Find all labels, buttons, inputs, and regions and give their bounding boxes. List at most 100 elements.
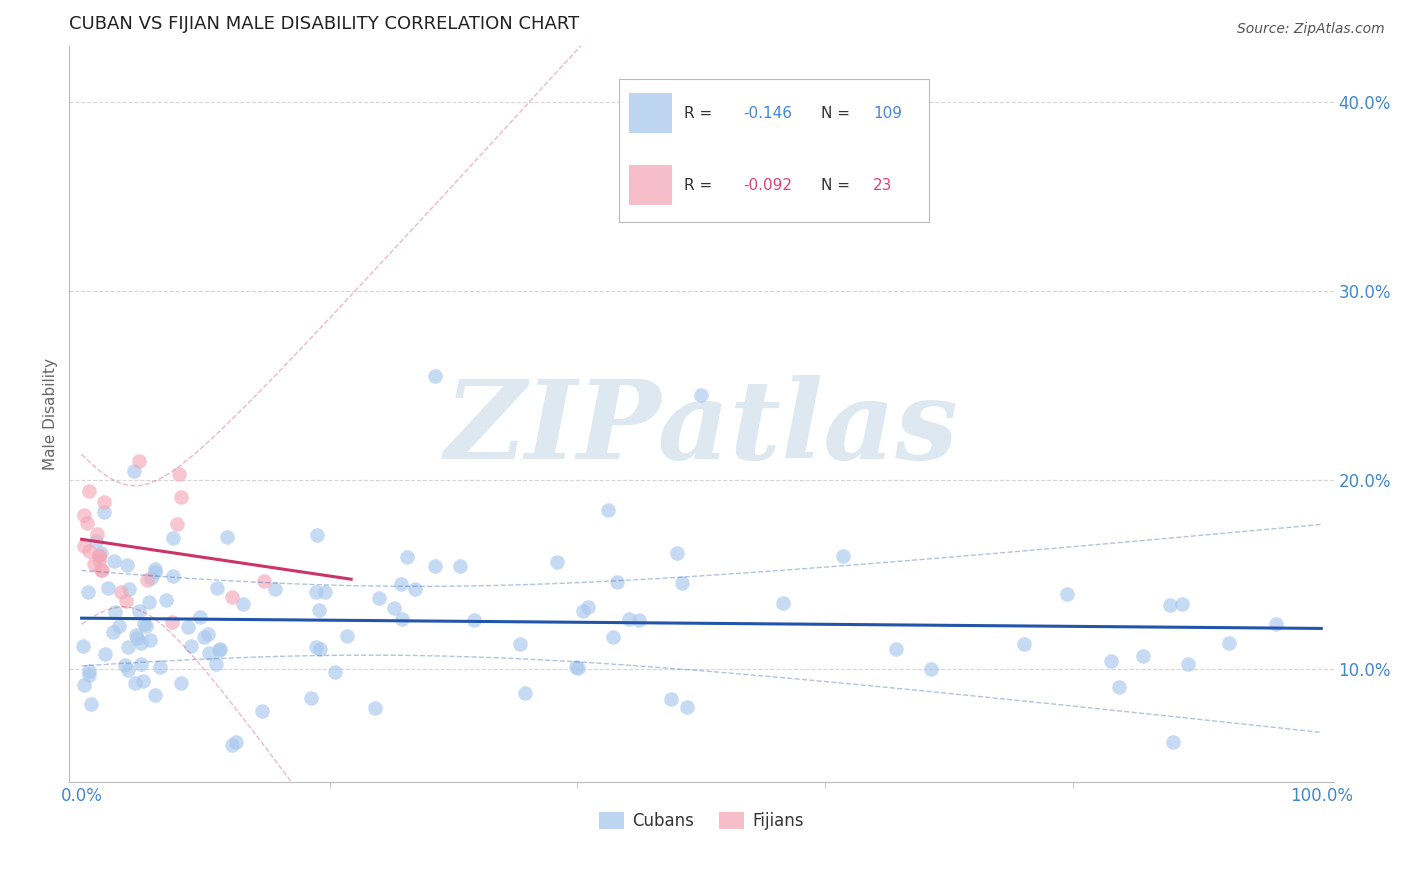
Point [170,490,193,504]
Point [1056,587,1078,601]
Point [89,548,111,562]
Point [617,612,640,626]
Point [90,563,112,577]
Point [115,558,138,573]
Point [423,369,446,384]
Point [193,630,215,644]
Point [79,484,101,499]
Point [1132,649,1154,664]
Point [368,591,391,606]
Point [170,676,193,690]
Point [167,467,190,482]
Point [143,688,166,702]
Point [309,641,332,656]
Point [602,631,624,645]
Point [77,585,100,599]
Point [208,643,231,657]
Point [188,609,211,624]
Point [364,701,387,715]
Point [391,612,413,626]
Point [115,594,138,608]
Point [308,603,330,617]
Point [80,697,103,711]
Text: Source: ZipAtlas.com: Source: ZipAtlas.com [1237,22,1385,37]
Point [73,678,96,692]
Point [513,686,536,700]
Point [162,531,184,545]
Point [131,657,153,672]
Point [305,584,328,599]
Point [104,605,127,619]
Point [1161,735,1184,749]
Point [404,582,426,597]
Point [509,637,531,651]
Point [76,516,98,530]
Point [772,597,794,611]
Point [118,582,141,596]
Point [1171,597,1194,611]
Point [139,632,162,647]
Point [665,546,688,560]
Point [166,517,188,532]
Point [659,691,682,706]
Point [1012,637,1035,651]
Point [1177,657,1199,671]
Point [72,639,94,653]
Point [149,660,172,674]
Point [884,641,907,656]
Point [135,574,157,588]
Legend: Cubans, Fijians: Cubans, Fijians [592,805,811,837]
Point [690,388,713,402]
Point [1159,598,1181,612]
Point [305,640,328,654]
Point [546,555,568,569]
Point [204,657,226,671]
Point [205,581,228,595]
Point [596,503,619,517]
Point [117,664,139,678]
Point [253,574,276,588]
Point [128,454,150,468]
Point [125,628,148,642]
Point [576,599,599,614]
Point [215,530,238,544]
Point [423,558,446,573]
Point [221,590,243,604]
Point [920,663,942,677]
Point [180,640,202,654]
Point [396,549,419,564]
Point [87,549,110,563]
Point [97,581,120,595]
Point [162,569,184,583]
Point [90,563,112,577]
Point [676,700,699,714]
Point [128,604,150,618]
Point [299,691,322,706]
Point [627,613,650,627]
Point [1265,617,1288,632]
Point [232,597,254,611]
Point [139,571,162,585]
Point [1108,680,1130,694]
Point [103,554,125,568]
Point [323,665,346,680]
Point [94,648,117,662]
Point [565,659,588,673]
Point [117,640,139,654]
Point [93,505,115,519]
Point [138,595,160,609]
Point [250,704,273,718]
Y-axis label: Male Disability: Male Disability [44,358,58,470]
Point [101,624,124,639]
Point [567,660,589,674]
Point [671,576,693,591]
Point [143,565,166,579]
Point [177,620,200,634]
Point [197,627,219,641]
Point [1099,654,1122,668]
Point [382,600,405,615]
Point [208,641,231,656]
Point [263,582,285,597]
Point [90,546,112,560]
Point [221,738,243,752]
